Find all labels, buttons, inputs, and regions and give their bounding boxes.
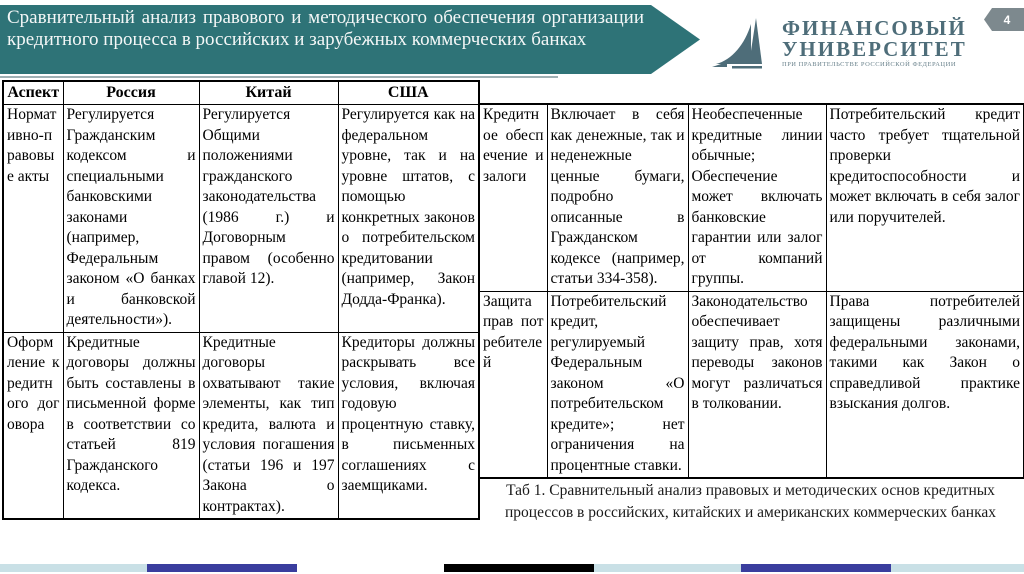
footer-bar-segment xyxy=(297,564,444,572)
comparison-table-left: Аспект Россия Китай США Нормативно-право… xyxy=(2,80,480,520)
cell-legal-acts-russia: Регулируется Гражданским кодексом и спец… xyxy=(62,104,200,333)
university-spire-icon xyxy=(712,18,762,69)
cell-consumer-protection-usa: Права потребителей защищены различными ф… xyxy=(825,290,1024,479)
university-logo-text: ФИНАНСОВЫЙ УНИВЕРСИТЕТ ПРИ ПРАВИТЕЛЬСТВЕ… xyxy=(782,15,967,71)
footer-bar xyxy=(0,564,1024,572)
cell-collateral-china: Необеспеченные кредитные линии обычные; … xyxy=(687,103,827,292)
title-banner: Сравнительный анализ правового и методич… xyxy=(0,5,700,74)
table-row-legal-acts: Нормативно-правовые акты Регулируется Гр… xyxy=(2,104,480,333)
logo-subtitle: ПРИ ПРАВИТЕЛЬСТВЕ РОССИЙСКОЙ ФЕДЕРАЦИИ xyxy=(782,60,957,68)
table-row-loan-agreement: Оформление кредитного договора Кредитные… xyxy=(2,331,480,520)
banner-shadow-line xyxy=(0,76,558,78)
column-header-russia: Россия xyxy=(62,80,200,105)
cell-legal-acts-china: Регулируется Общими положениями гражданс… xyxy=(198,104,339,333)
left-table-header-row: Аспект Россия Китай США xyxy=(2,80,480,105)
cell-loan-agreement-usa: Кредиторы должны раскрывать все условия,… xyxy=(337,331,480,520)
logo-name-line2: УНИВЕРСИТЕТ xyxy=(782,36,967,61)
cell-consumer-protection-china: Законодательство обеспечивает защиту пра… xyxy=(687,290,827,479)
footer-bar-segment xyxy=(594,564,741,572)
right-table-area: Кредитное обеспечение и залоги Включает … xyxy=(478,103,1024,523)
university-logo: ФИНАНСОВЫЙ УНИВЕРСИТЕТ ПРИ ПРАВИТЕЛЬСТВЕ… xyxy=(712,10,980,70)
cell-aspect-loan-agreement: Оформление кредитного договора xyxy=(2,331,64,520)
cell-aspect-collateral: Кредитное обеспечение и залоги xyxy=(478,103,548,292)
cell-collateral-usa: Потребительский кредит часто требует тща… xyxy=(825,103,1024,292)
cell-loan-agreement-china: Кредитные договоры охватывают такие элем… xyxy=(198,331,339,520)
column-header-usa: США xyxy=(337,80,480,105)
comparison-table-right: Кредитное обеспечение и залоги Включает … xyxy=(478,103,1024,479)
column-header-aspect: Аспект xyxy=(2,80,64,105)
column-header-china: Китай xyxy=(198,80,339,105)
cell-loan-agreement-russia: Кредитные договоры должны быть составлен… xyxy=(62,331,200,520)
slide-title: Сравнительный анализ правового и методич… xyxy=(7,7,644,50)
table-row-collateral: Кредитное обеспечение и залоги Включает … xyxy=(478,103,1024,292)
left-table-area: Аспект Россия Китай США Нормативно-право… xyxy=(2,80,480,520)
logo-name-line1: ФИНАНСОВЫЙ xyxy=(782,15,967,40)
footer-bar-segment xyxy=(147,564,297,572)
table-caption: Таб 1. Сравнительный анализ правовых и м… xyxy=(504,482,996,521)
footer-bar-segment xyxy=(0,564,147,572)
cell-aspect-legal-acts: Нормативно-правовые акты xyxy=(2,104,64,333)
cell-consumer-protection-russia: Потребительский кредит, регулируемый Фед… xyxy=(546,290,689,479)
page-number: 4 xyxy=(1003,12,1011,27)
table-row-consumer-protection: Защита прав потребителей Потребительский… xyxy=(478,290,1024,479)
cell-aspect-consumer-protection: Защита прав потребителей xyxy=(478,290,548,479)
cell-collateral-russia: Включает в себя как денежные, так и неде… xyxy=(546,103,689,292)
cell-legal-acts-usa: Регулируется как на федеральном уровне, … xyxy=(337,104,480,333)
footer-bar-segment xyxy=(741,564,891,572)
footer-bar-segment xyxy=(891,564,1024,572)
footer-bar-segment xyxy=(444,564,594,572)
page-number-badge: 4 xyxy=(984,8,1024,31)
